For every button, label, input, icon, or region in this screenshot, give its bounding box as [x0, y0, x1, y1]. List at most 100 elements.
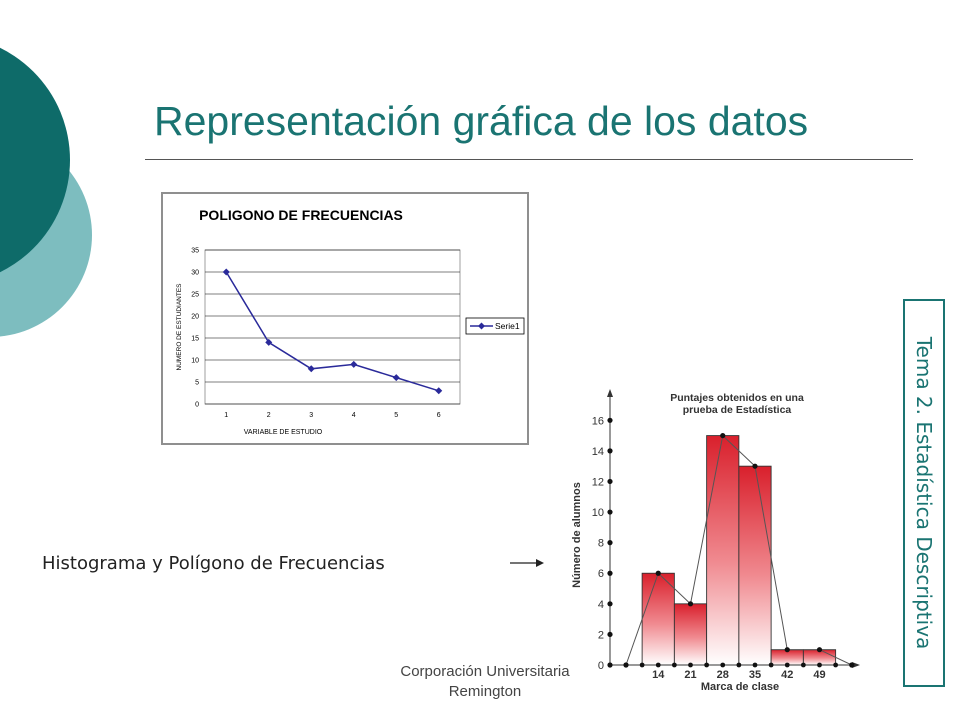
histogram-polygon-point [655, 570, 661, 576]
chart1-y-axis-label: NUMERO DE ESTUDIANTES [176, 283, 183, 371]
histogram-x-tick-dot [817, 662, 822, 668]
histogram-y-tick-dot [607, 570, 613, 576]
histogram-chart: Puntajes obtenidos en una prueba de Esta… [560, 385, 860, 705]
chart1-y-tick-label: 0 [195, 402, 199, 409]
chart1-plot-area [204, 249, 461, 405]
chart1-data-point [350, 360, 358, 368]
histogram-bar [706, 435, 740, 666]
histogram-y-tick-dot [607, 417, 613, 423]
chart1-x-axis-label: VARIABLE DE ESTUDIO [244, 429, 323, 436]
chart1-data-point [435, 387, 443, 395]
title-divider [145, 159, 913, 160]
chart1-data-point [222, 268, 230, 276]
decorative-circles [0, 47, 92, 337]
chart1-title: POLIGONO DE FRECUENCIAS [199, 207, 403, 223]
histogram-y-tick-dot [607, 540, 613, 546]
histogram-y-tick-label: 4 [598, 599, 604, 611]
chart1-y-tick-label: 20 [191, 314, 199, 321]
chart1-x-tick-label: 2 [267, 412, 271, 419]
histogram-x-axis-arrow [852, 662, 860, 668]
histogram-y-tick-dot [607, 662, 613, 668]
histogram-y-tick-dot [607, 448, 613, 454]
histogram-y-axis-label: Número de alumnos [571, 482, 583, 588]
histogram-x-tick-dot [720, 662, 726, 668]
legend-marker [478, 322, 485, 330]
histogram-x-tick-dot [655, 662, 661, 668]
histogram-y-tick-dot [607, 601, 613, 607]
histogram-x-axis-label: Marca de clase [701, 681, 779, 693]
histogram-y-tick-label: 10 [592, 507, 604, 519]
chart1-data-point [265, 338, 273, 346]
histogram-x-tick-dot [671, 662, 677, 668]
histogram-y-tick-dot [607, 631, 613, 638]
histogram-bar [738, 465, 772, 666]
chart1-data-point [392, 374, 400, 382]
histogram-x-tick-label: 28 [717, 669, 729, 681]
frequency-polygon-chart: POLIGONO DE FRECUENCIAS 0 5 10 15 20 25 30 35 1… [161, 192, 529, 445]
histogram-x-tick-label: 21 [684, 669, 696, 681]
histogram-x-tick-dot [800, 662, 806, 668]
histogram-polygon-point [687, 601, 694, 607]
histogram-y-tick-label: 6 [598, 568, 604, 580]
histogram-polygon-point [849, 662, 855, 668]
histogram-title-line2: prueba de Estadística [683, 404, 792, 416]
histogram-frequency-polygon [625, 434, 852, 666]
chart1-x-tick-label: 6 [437, 412, 441, 419]
histogram-x-tick-dot [704, 662, 710, 668]
series-line-serie1 [225, 271, 439, 392]
histogram-bar [641, 572, 675, 666]
histogram-x-tick-dot [688, 662, 693, 668]
histogram-x-tick-label: 49 [813, 669, 825, 681]
histogram-y-tick-label: 8 [598, 538, 604, 550]
footer-line-2: Remington [448, 683, 522, 700]
histogram-polygon-point [720, 432, 726, 439]
arrow-right-icon [510, 559, 544, 567]
histogram-x-tick-dot [833, 662, 839, 668]
histogram-y-tick-label: 2 [598, 629, 604, 641]
chart1-y-tick-label: 30 [191, 270, 199, 277]
chart1-x-tick-label: 4 [352, 412, 356, 419]
histogram-x-tick-label: 42 [781, 669, 793, 681]
histogram-x-tick-dot [639, 662, 645, 668]
histogram-x-tick-label: 14 [652, 669, 665, 681]
histogram-polygon-point [623, 662, 629, 668]
footer-line-1: Corporación Universitaria [400, 663, 570, 680]
chart1-x-tick-label: 3 [309, 412, 313, 419]
histogram-x-tick-label: 35 [749, 669, 761, 681]
histogram-polygon-point [816, 647, 823, 653]
footer: Corporación Universitaria Remington [360, 662, 610, 702]
dark-circle [0, 47, 70, 273]
histogram-svg: Puntajes obtenidos en una prueba de Esta… [571, 389, 860, 693]
chart1-y-tick-label: 15 [191, 336, 199, 343]
histogram-y-tick-label: 14 [592, 446, 604, 458]
histogram-caption: Histograma y Polígono de Frecuencias [42, 553, 385, 574]
legend-label: Serie1 [495, 321, 520, 331]
side-label-text: Tema 2. Estadística Descriptiva [912, 336, 936, 650]
chart1-x-tick-label: 5 [394, 412, 398, 419]
side-label-box [903, 299, 945, 687]
histogram-y-axis-arrow [607, 389, 613, 397]
chart1-legend: Serie1 [465, 317, 525, 335]
histogram-bar [673, 603, 708, 666]
chart1-data-point [307, 365, 315, 373]
chart1-x-tick-label: 1 [224, 412, 228, 419]
histogram-polygon-point [752, 463, 758, 469]
chart1-y-tick-label: 25 [191, 292, 199, 299]
legend-box [465, 317, 525, 335]
histogram-y-tick-dot [607, 478, 613, 485]
histogram-x-tick-dot [768, 662, 774, 668]
histogram-x-tick-dot [784, 662, 790, 668]
histogram-title-line1: Puntajes obtenidos en una [670, 392, 804, 404]
chart1-y-tick-label: 10 [191, 358, 199, 365]
histogram-y-tick-dot [607, 509, 613, 515]
histogram-x-tick-dot [752, 662, 758, 668]
histogram-x-tick-dot [736, 662, 742, 668]
histogram-polygon-point [784, 647, 790, 653]
chart1-y-tick-label: 35 [191, 248, 199, 255]
histogram-y-tick-label: 0 [598, 660, 604, 672]
histogram-y-tick-label: 16 [592, 415, 604, 427]
histogram-y-tick-label: 12 [592, 476, 604, 488]
chart1-y-tick-label: 5 [195, 380, 199, 387]
slide-title: Representación gráfica de los datos [154, 98, 809, 144]
